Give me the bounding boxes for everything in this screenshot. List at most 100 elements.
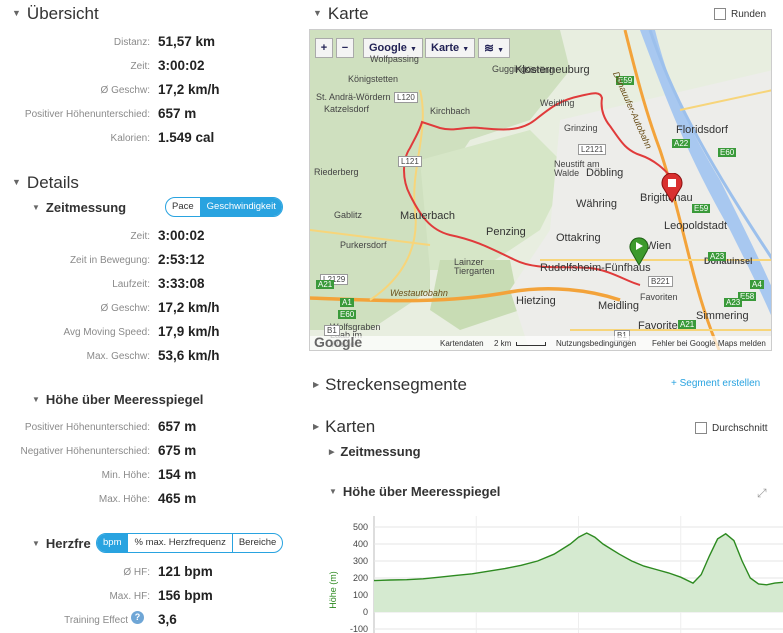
map-place-label: Kierling [524, 65, 555, 75]
stat-value: 3:00:02 [158, 228, 205, 243]
create-segment-link[interactable]: + Segment erstellen [671, 378, 761, 389]
chart-y-tick-label: 200 [353, 573, 368, 583]
heartrate-toggle: bpm % max. Herzfrequenz Bereiche [96, 533, 284, 553]
collapse-arrow-icon: ▼ [12, 177, 21, 187]
map-road-label: A1 [340, 298, 354, 307]
map-tiergarten [430, 260, 520, 330]
stat-value: 51,57 km [158, 34, 216, 49]
map-district-label: Wien [646, 240, 672, 252]
stat-label: Positiver Höhenunterschied: [24, 109, 150, 120]
average-checkbox[interactable]: Durchschnitt [695, 422, 768, 434]
heartrate-title: Herzfre [45, 536, 91, 551]
map-road-label: A23 [724, 298, 743, 307]
dropdown-arrow-icon: ▼ [497, 47, 505, 54]
stat-value: 17,2 km/h [158, 82, 220, 97]
expand-arrow-icon: ▶ [313, 422, 320, 431]
chart-timing-title: Zeitmessung [340, 444, 421, 459]
stat-value: 17,2 km/h [158, 300, 220, 315]
toggle-zones[interactable]: Bereiche [231, 534, 282, 552]
stat-label: Max. Höhe: [98, 494, 150, 505]
map-route [403, 92, 673, 286]
zoom-out-button[interactable]: − [336, 38, 354, 58]
heartrate-header[interactable]: ▼ Herzfre [32, 536, 91, 551]
collapse-arrow-icon: ▼ [12, 8, 21, 18]
map-road-label: L121 [398, 156, 422, 167]
map-place-label: Wolfsgraben [330, 322, 381, 332]
map-road-label: E59 [616, 76, 635, 85]
stat-value: 1.549 cal [158, 130, 215, 145]
dropdown-arrow-icon: ▼ [462, 46, 470, 53]
map-district-label: Brigittenau [640, 192, 693, 204]
map-district-label: Simmering [696, 310, 749, 322]
map-city [510, 70, 771, 350]
map-district-label: Favoriten [638, 320, 684, 332]
map-layers-dropdown[interactable]: ≋ ▼ [478, 38, 511, 58]
segments-header[interactable]: ▶ Streckensegmente [313, 375, 467, 395]
stat-label: Positiver Höhenunterschied: [24, 422, 150, 433]
toggle-pct-max-hr[interactable]: % max. Herzfrequenz [127, 534, 231, 552]
route-map[interactable]: + − Google ▼ Karte ▼ ≋ ▼ Wolfpassing Kön… [309, 29, 772, 351]
elevation-title: Höhe über Meeresspiegel [45, 392, 204, 407]
stat-label: Avg Moving Speed: [63, 327, 150, 338]
expand-chart-icon[interactable]: ⤢ [757, 486, 767, 500]
map-title: Karte [327, 4, 369, 23]
rounds-label: Runden [731, 8, 767, 20]
map-road-label: E59 [692, 204, 711, 213]
map-place-label: Kirchbach [430, 106, 471, 116]
dropdown-arrow-icon: ▼ [409, 46, 417, 53]
map-road [369, 89, 424, 301]
charts-title: Karten [325, 417, 376, 436]
map-road-label: B221 [648, 276, 673, 287]
stat-value: 17,9 km/h [158, 324, 220, 339]
map-data-link[interactable]: Kartendaten [440, 339, 484, 348]
stat-label: Max. Geschw: [86, 351, 150, 362]
collapse-arrow-icon: ▼ [32, 203, 40, 212]
elevation-header[interactable]: ▼ Höhe über Meeresspiegel [32, 392, 203, 407]
rounds-checkbox-box[interactable] [714, 8, 726, 20]
map-road-label: L120 [394, 92, 418, 103]
rounds-checkbox[interactable]: Runden [714, 8, 766, 20]
map-road-label: A21 [316, 280, 335, 289]
map-place-label: Favoriten [640, 292, 678, 302]
toggle-speed[interactable]: Geschwindigkeit [199, 198, 282, 216]
average-checkbox-box[interactable] [695, 422, 707, 434]
map-danube-channel [648, 30, 771, 260]
map-danube [640, 30, 771, 316]
map-forest [420, 130, 570, 270]
chart-y-tick-label: 0 [363, 607, 368, 617]
map-report-link[interactable]: Fehler bei Google Maps melden [652, 339, 766, 348]
stat-label: Negativer Höhenunterschied: [20, 446, 150, 457]
start-marker-icon[interactable] [629, 236, 649, 266]
map-type-dropdown[interactable]: Karte ▼ [425, 38, 476, 58]
map-district-label: Leopoldstadt [664, 220, 727, 232]
charts-header[interactable]: ▶ Karten [313, 417, 375, 437]
map-provider-dropdown[interactable]: Google ▼ [363, 38, 423, 58]
toggle-pace[interactable]: Pace [172, 201, 194, 212]
collapse-arrow-icon: ▼ [313, 8, 322, 18]
chart-y-tick-label: 300 [353, 556, 368, 566]
timing-header[interactable]: ▼ Zeitmessung [32, 200, 126, 215]
stat-value: 154 m [158, 467, 197, 482]
map-district-label: Meidling [598, 300, 639, 312]
stat-label: Zeit in Bewegung: [69, 255, 150, 266]
stat-value: 675 m [158, 443, 197, 458]
toggle-bpm[interactable]: bpm [97, 534, 128, 552]
help-icon[interactable]: ? [131, 611, 144, 624]
timing-title: Zeitmessung [45, 200, 127, 215]
pace-speed-toggle: Pace Geschwindigkeit [165, 197, 283, 217]
elevation-chart[interactable]: 500 400 300 200 100 0 -100 Höhe (m) [322, 512, 783, 633]
map-terms-link[interactable]: Nutzungsbedingungen [556, 339, 637, 348]
map-place-label: Neustift am Walde [554, 159, 600, 178]
details-header[interactable]: ▼ Details [12, 173, 79, 193]
chart-elevation-title: Höhe über Meeresspiegel [342, 484, 501, 499]
chart-timing-header[interactable]: ▶ Zeitmessung [329, 444, 421, 459]
overview-header[interactable]: ▼ Übersicht [12, 4, 99, 24]
zoom-in-button[interactable]: + [315, 38, 333, 58]
end-marker-icon[interactable] [661, 173, 683, 203]
stat-value: 156 bpm [158, 588, 213, 603]
map-canvas[interactable] [310, 30, 772, 351]
map-header[interactable]: ▼ Karte [313, 4, 369, 24]
chart-elevation-header[interactable]: ▼ Höhe über Meeresspiegel [329, 484, 500, 499]
stat-label: Max. HF: [109, 591, 150, 602]
stat-label: Laufzeit: [112, 279, 150, 290]
